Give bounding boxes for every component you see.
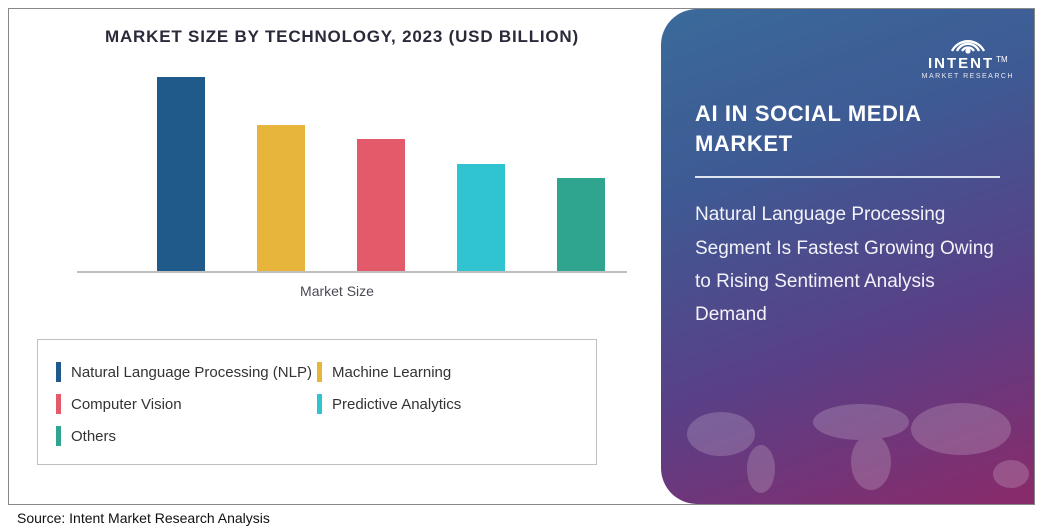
legend-item: Computer Vision xyxy=(56,388,317,420)
bar xyxy=(257,125,305,271)
legend-label: Computer Vision xyxy=(71,396,182,413)
legend-label: Predictive Analytics xyxy=(332,396,461,413)
legend-swatch xyxy=(56,426,61,446)
legend-swatch xyxy=(56,394,61,414)
source-line: Source: Intent Market Research Analysis xyxy=(17,510,270,526)
x-axis-label: Market Size xyxy=(37,283,637,299)
legend-box: Natural Language Processing (NLP) Machine… xyxy=(37,339,597,465)
x-axis-line xyxy=(77,271,627,273)
legend-swatch xyxy=(317,394,322,414)
chart-panel: MARKET SIZE BY TECHNOLOGY, 2023 (USD BIL… xyxy=(9,9,661,504)
bar-plot: Market Size xyxy=(37,73,637,303)
canvas: MARKET SIZE BY TECHNOLOGY, 2023 (USD BIL… xyxy=(0,0,1043,513)
legend-item: Others xyxy=(56,420,317,452)
bar xyxy=(457,164,505,271)
bar xyxy=(557,178,605,271)
legend-label: Natural Language Processing (NLP) xyxy=(71,364,312,381)
bar xyxy=(357,139,405,271)
legend-swatch xyxy=(56,362,61,382)
legend-label: Others xyxy=(71,428,116,445)
legend-item: Predictive Analytics xyxy=(317,388,578,420)
panel-subtitle: Natural Language Processing Segment Is F… xyxy=(695,198,1000,331)
outer-frame: MARKET SIZE BY TECHNOLOGY, 2023 (USD BIL… xyxy=(8,8,1035,505)
chart-title: MARKET SIZE BY TECHNOLOGY, 2023 (USD BIL… xyxy=(37,27,647,47)
panel-title: AI IN SOCIAL MEDIA MARKET xyxy=(695,99,1000,158)
legend-item: Machine Learning xyxy=(317,356,578,388)
info-panel: INTENTTM MARKET RESEARCH AI IN SOCIAL ME… xyxy=(661,9,1034,504)
legend-swatch xyxy=(317,362,322,382)
bar xyxy=(157,77,205,271)
info-panel-content: AI IN SOCIAL MEDIA MARKET Natural Langua… xyxy=(661,9,1034,504)
panel-divider xyxy=(695,176,1000,178)
legend-item: Natural Language Processing (NLP) xyxy=(56,356,317,388)
legend-label: Machine Learning xyxy=(332,364,451,381)
